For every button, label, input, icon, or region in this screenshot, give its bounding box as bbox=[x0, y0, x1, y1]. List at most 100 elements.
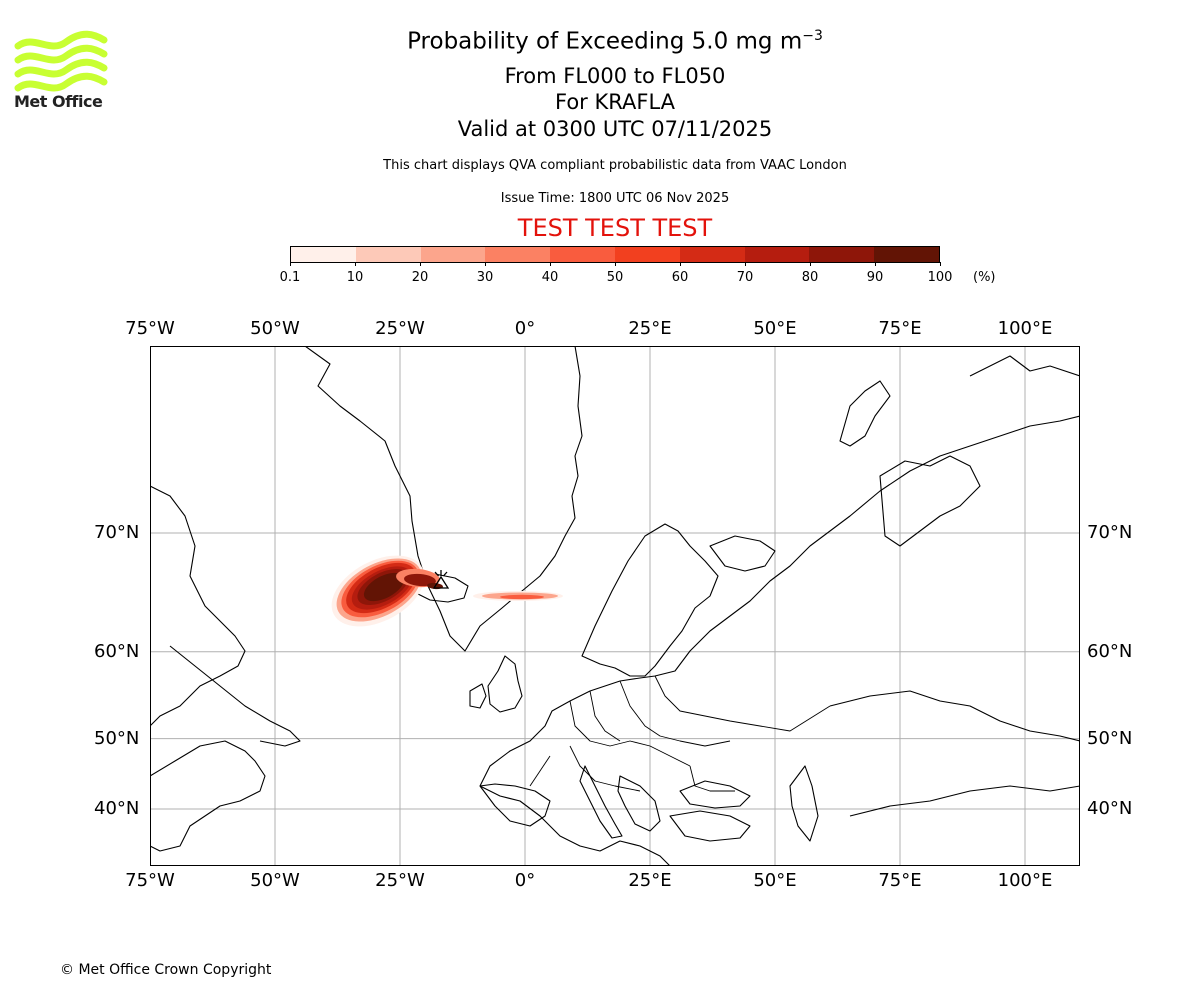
colorbar-unit: (%) bbox=[973, 270, 996, 285]
lat-label-right: 50°N bbox=[1087, 727, 1133, 749]
country-border bbox=[654, 675, 831, 732]
coastline-uk bbox=[487, 655, 523, 713]
coastline-central-asia-border bbox=[829, 690, 1080, 742]
colorbar-label: 80 bbox=[801, 270, 819, 285]
coastline-baffin-canada-north bbox=[150, 485, 246, 727]
country-border bbox=[689, 765, 735, 792]
colorbar-segment-7 bbox=[744, 247, 810, 262]
volcano-ray-0 bbox=[434, 571, 440, 577]
lat-label-right: 70°N bbox=[1087, 522, 1133, 543]
lon-label-top: 75°W bbox=[125, 318, 175, 339]
valid-time: Valid at 0300 UTC 07/11/2025 bbox=[457, 117, 773, 141]
colorbar-label: 50 bbox=[606, 270, 624, 285]
map-coastlines bbox=[150, 346, 1080, 866]
colorbar-tick bbox=[874, 262, 876, 266]
country-border bbox=[569, 745, 641, 792]
coastline-kazakhstan-south bbox=[849, 785, 1080, 817]
coastline-mediterranean-south bbox=[479, 785, 671, 866]
lon-label-bottom: 25°W bbox=[375, 870, 425, 891]
colorbar-label: 90 bbox=[866, 270, 884, 285]
colorbar-tick bbox=[354, 262, 356, 266]
colorbar-segment-2 bbox=[420, 247, 486, 262]
colorbar-segment-3 bbox=[485, 247, 551, 262]
lat-label-right: 40°N bbox=[1087, 798, 1133, 819]
coastline-balkans bbox=[617, 775, 661, 832]
lon-label-top: 25°E bbox=[628, 318, 672, 339]
coastline-italy bbox=[579, 765, 623, 839]
coastline-turkey bbox=[669, 810, 751, 842]
lon-label-top: 0° bbox=[514, 318, 536, 339]
lat-label-left: 70°N bbox=[94, 522, 140, 543]
map-panel bbox=[150, 346, 1080, 866]
country-border bbox=[589, 690, 621, 742]
logo-text: Met Office bbox=[14, 92, 103, 111]
logo-wave-3 bbox=[14, 72, 108, 92]
coastline-iceland bbox=[414, 573, 469, 603]
coastline-labrador bbox=[169, 645, 301, 747]
lon-label-top: 25°W bbox=[375, 318, 425, 339]
colorbar-label: 30 bbox=[476, 270, 494, 285]
lat-label-left: 60°N bbox=[94, 640, 140, 662]
colorbar-segment-9 bbox=[874, 247, 939, 262]
lon-label-bottom: 50°E bbox=[753, 870, 797, 891]
coastline-novaya-zemlya bbox=[839, 380, 891, 447]
coastline-russia-arctic bbox=[879, 455, 981, 547]
coastline-europe-mainland bbox=[479, 415, 1080, 787]
logo-wave-1 bbox=[14, 44, 108, 64]
colorbar bbox=[290, 246, 940, 263]
colorbar-tick bbox=[744, 262, 746, 266]
coastline-kola-white-sea bbox=[709, 535, 776, 572]
colorbar-segment-4 bbox=[550, 247, 615, 262]
colorbar-segment-1 bbox=[355, 247, 421, 262]
coastline-scandinavia bbox=[581, 523, 719, 677]
colorbar-tick bbox=[809, 262, 811, 266]
colorbar-tick bbox=[679, 262, 681, 266]
lon-label-bottom: 25°E bbox=[628, 870, 672, 891]
lon-label-bottom: 50°W bbox=[250, 870, 300, 891]
flight-level-range: From FL000 to FL050 bbox=[504, 64, 726, 88]
ash-plume bbox=[331, 555, 563, 627]
coastline-greenland bbox=[304, 346, 583, 652]
test-banner: TEST TEST TEST bbox=[517, 214, 713, 242]
country-border bbox=[529, 755, 551, 787]
coastline-caspian bbox=[789, 765, 819, 842]
volcano-name: For KRAFLA bbox=[555, 90, 675, 114]
lon-label-top: 50°E bbox=[753, 318, 797, 339]
coastline-black-sea bbox=[679, 780, 751, 809]
lon-label-bottom: 0° bbox=[514, 870, 536, 891]
colorbar-segment-5 bbox=[614, 247, 680, 262]
country-border bbox=[569, 700, 691, 767]
colorbar-tick bbox=[484, 262, 486, 266]
plume-streak-2 bbox=[500, 594, 544, 600]
volcano-triangle bbox=[432, 575, 450, 589]
colorbar-label: 0.1 bbox=[279, 270, 301, 285]
logo-wave-0 bbox=[14, 30, 108, 50]
colorbar-tick bbox=[614, 262, 616, 266]
lat-label-right: 60°N bbox=[1087, 640, 1133, 662]
colorbar-label: 40 bbox=[541, 270, 559, 285]
colorbar-segment-8 bbox=[809, 247, 875, 262]
chart-title: Probability of Exceeding 5.0 mg m−3 bbox=[407, 28, 823, 55]
met-office-logo-icon bbox=[14, 30, 108, 92]
colorbar-tick bbox=[549, 262, 551, 266]
colorbar-label: 60 bbox=[671, 270, 689, 285]
logo-wave-2 bbox=[14, 58, 108, 78]
colorbar-segment-6 bbox=[679, 247, 745, 262]
coastline-ireland bbox=[469, 683, 487, 709]
lon-label-bottom: 75°E bbox=[878, 870, 922, 891]
chart-description: This chart displays QVA compliant probab… bbox=[383, 158, 847, 173]
lat-label-left: 50°N bbox=[94, 727, 140, 749]
colorbar-label: 70 bbox=[736, 270, 754, 285]
lon-label-bottom: 75°W bbox=[125, 870, 175, 891]
volcano-ray-2 bbox=[442, 571, 448, 577]
volcano-marker-icon bbox=[432, 570, 450, 589]
colorbar-tick bbox=[289, 262, 291, 266]
colorbar-segment-0 bbox=[291, 247, 356, 262]
lon-label-top: 75°E bbox=[878, 318, 922, 339]
plume-lobe-1 bbox=[404, 573, 436, 587]
country-border bbox=[619, 680, 731, 747]
colorbar-tick bbox=[419, 262, 421, 266]
coastline-canada-east bbox=[150, 740, 266, 852]
map-frame bbox=[150, 346, 1080, 866]
colorbar-label: 100 bbox=[927, 270, 953, 285]
